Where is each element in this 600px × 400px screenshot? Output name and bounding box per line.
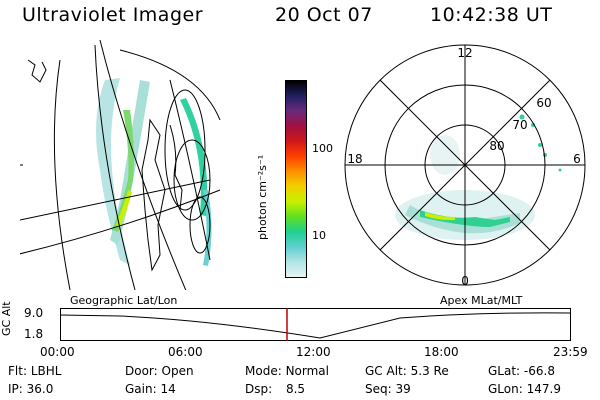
time-tick-2359: 23:59 (553, 345, 588, 359)
colorbar-tick-10: 10 (312, 229, 326, 242)
status-mode: Mode: Normal (245, 364, 329, 378)
colorbar-tick-100: 100 (312, 142, 333, 155)
geographic-map (20, 40, 221, 290)
mlt-label-6: 6 (573, 152, 581, 166)
status-dsp: Dsp: 8.5 (245, 382, 306, 396)
status-filter: Flt: LBHL (8, 364, 62, 378)
colorbar (285, 80, 307, 278)
status-seq: Seq: 39 (365, 382, 411, 396)
mlt-label-12: 12 (457, 46, 472, 60)
left-panel-label: Geographic Lat/Lon (70, 294, 178, 307)
time-tick-0600: 06:00 (168, 345, 203, 359)
lat-label-60: 60 (536, 96, 551, 110)
aurora-emission (96, 78, 212, 266)
status-door: Door: Open (125, 364, 194, 378)
status-glon: GLon: 147.9 (488, 382, 561, 396)
altitude-ytick-high: 9.0 (24, 306, 44, 320)
status-glat: GLat: -66.8 (488, 364, 555, 378)
mlt-label-0: 0 (461, 274, 469, 288)
time-tick-0000: 00:00 (40, 345, 75, 359)
status-gc-alt: GC Alt: 5.3 Re (365, 364, 449, 378)
polar-plot: 12 18 6 0 60 70 80 (344, 44, 586, 288)
status-gain: Gain: 14 (125, 382, 176, 396)
altitude-ytick-low: 1.8 (24, 327, 44, 341)
lat-label-80: 80 (489, 139, 504, 153)
app-title: Ultraviolet Imager (22, 4, 204, 26)
date-label: 20 Oct 07 (275, 4, 373, 26)
polar-aurora (395, 114, 562, 240)
lat-label-70: 70 (512, 118, 527, 132)
time-label: 10:42:38 UT (430, 4, 553, 26)
altitude-ylabel: GC Alt (0, 301, 13, 336)
time-tick-1200: 12:00 (296, 345, 331, 359)
colorbar-unit-label: photon cm⁻²s⁻¹ (256, 154, 269, 240)
altitude-timeline[interactable] (60, 308, 572, 342)
time-tick-1800: 18:00 (424, 345, 459, 359)
right-panel-label: Apex MLat/MLT (440, 294, 523, 307)
mlt-label-18: 18 (347, 152, 362, 166)
status-ip: IP: 36.0 (8, 382, 54, 396)
